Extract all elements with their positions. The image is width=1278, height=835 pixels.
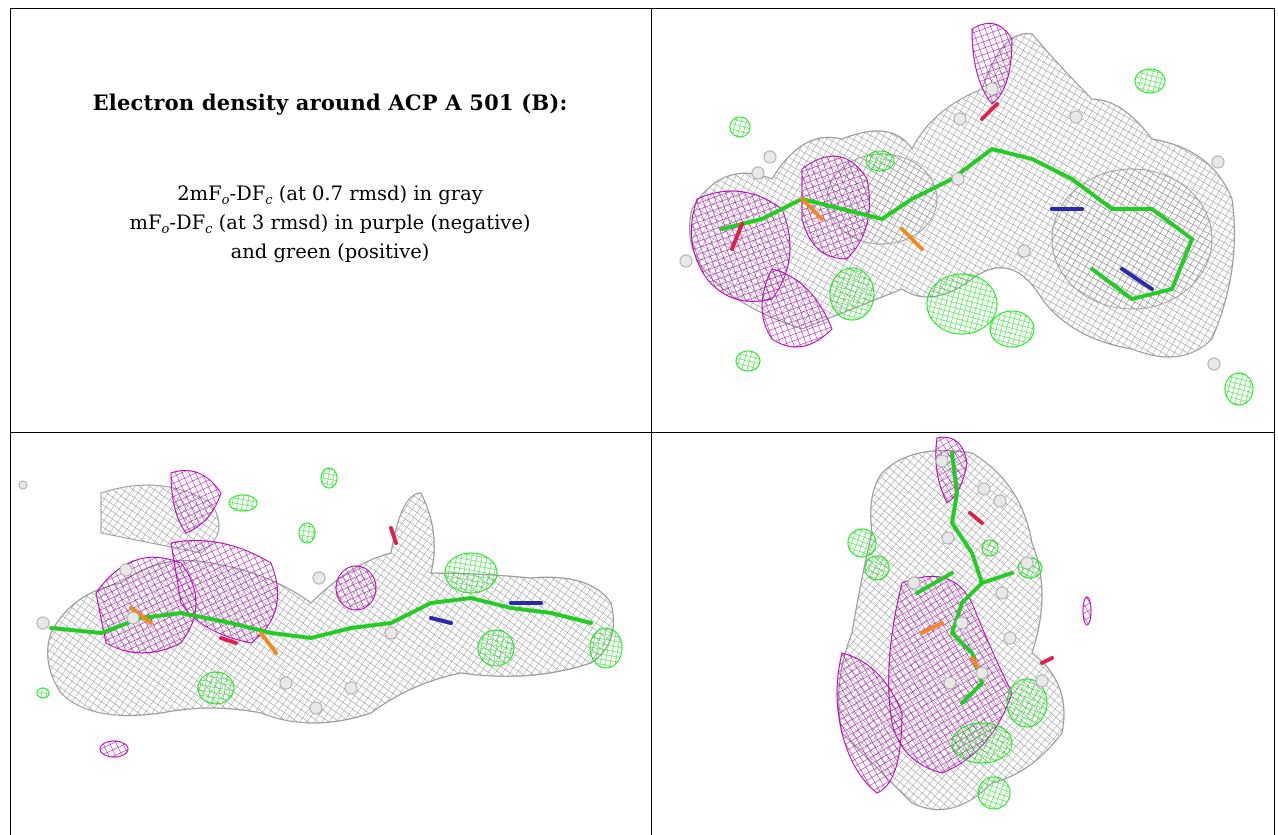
table-row-divider	[10, 432, 1275, 433]
density-view-bottom-right	[652, 433, 1274, 835]
caption-title: Electron density around ACP A 501 (B):	[92, 90, 568, 115]
density-view-bottom-left	[11, 433, 651, 835]
caption-cell: Electron density around ACP A 501 (B): 2…	[10, 60, 650, 266]
green-density-mesh	[36, 467, 623, 705]
hydrogen-atoms	[907, 454, 1049, 690]
caption-line-fo: mFo-DFc (at 3 rmsd) in purple (negative)	[129, 211, 531, 237]
hydrogen-atoms	[18, 480, 398, 715]
green-density-mesh	[729, 68, 1254, 406]
hydrogen-atoms	[679, 82, 1225, 371]
table-left-border	[10, 8, 11, 835]
caption-line-2fo: 2mFo-DFc (at 0.7 rmsd) in gray	[177, 182, 483, 208]
density-view-top-right	[652, 9, 1274, 432]
purple-density-mesh	[95, 470, 377, 758]
caption-line-green: and green (positive)	[230, 240, 430, 263]
table-top-border	[10, 8, 1275, 9]
ligand-stick-model	[720, 102, 1195, 302]
table-right-border	[1274, 8, 1275, 835]
ligand-stick-model	[49, 526, 593, 655]
table-center-divider	[651, 8, 652, 835]
